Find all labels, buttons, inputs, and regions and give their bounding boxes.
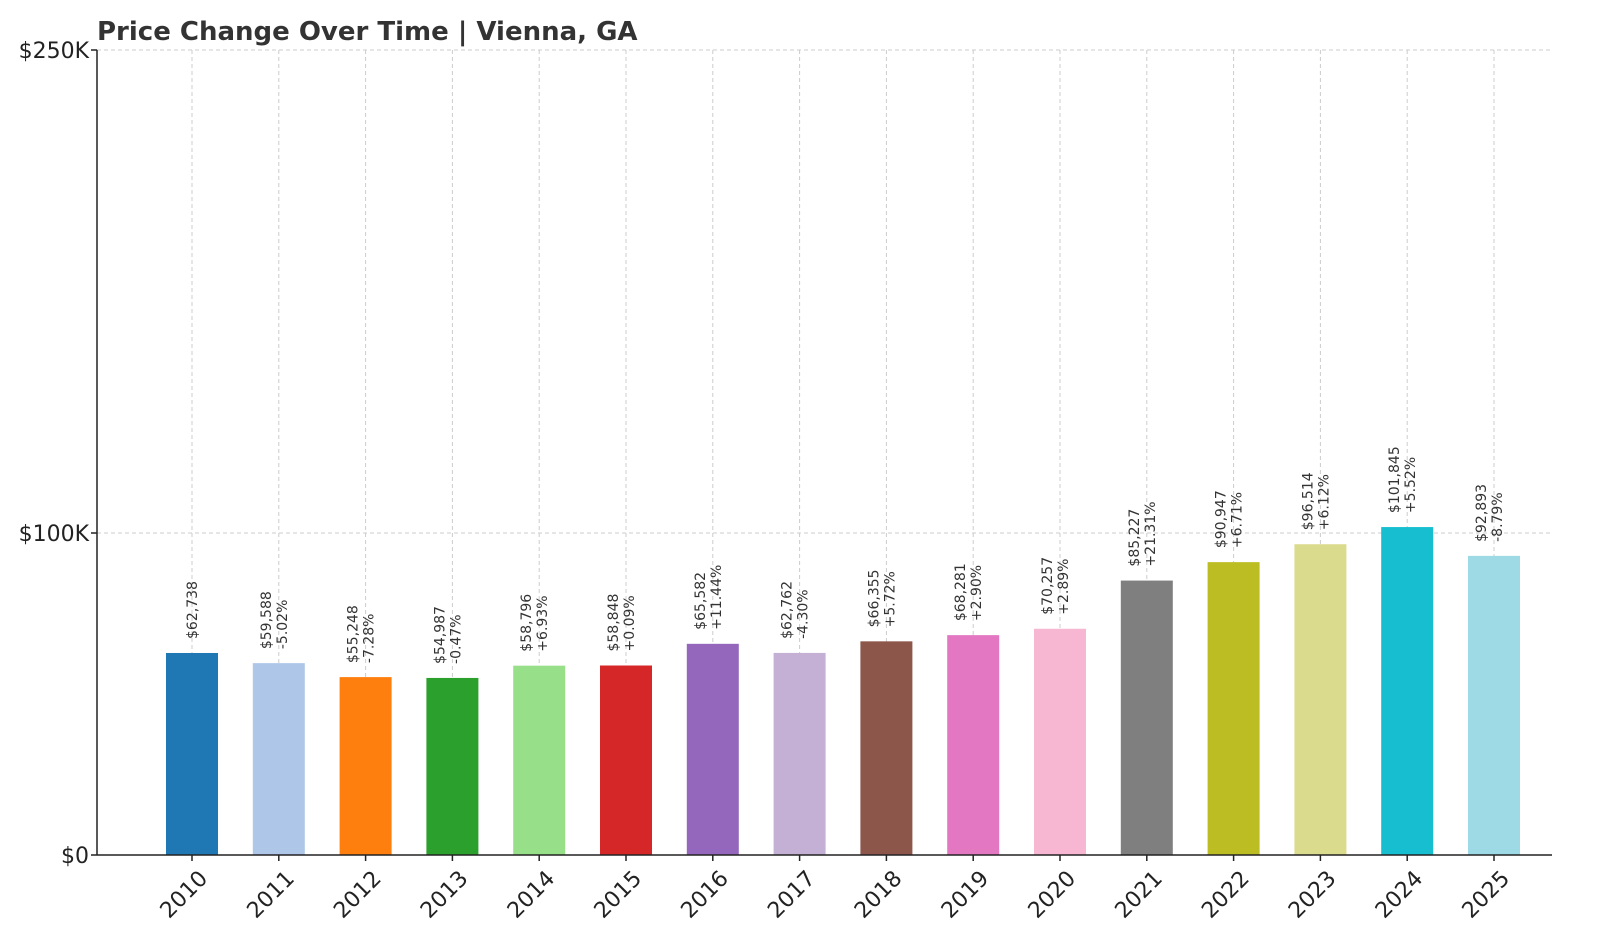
change-label: +6.93% <box>535 595 551 651</box>
y-tick-label: $0 <box>61 844 89 869</box>
value-label: $62,738 <box>185 581 201 639</box>
value-label: $101,845 <box>1387 446 1403 513</box>
y-tick-label: $100K <box>19 522 90 547</box>
bar-2018 <box>860 641 913 855</box>
change-label: +11.44% <box>709 565 725 630</box>
value-label: $68,281 <box>953 563 969 621</box>
change-label: +6.71% <box>1230 492 1246 548</box>
change-label: +2.89% <box>1056 559 1072 615</box>
value-label: $58,848 <box>606 594 622 652</box>
bar-2019 <box>947 635 1000 855</box>
bar-2020 <box>1034 628 1086 855</box>
bar-2013 <box>426 677 479 855</box>
grid-layer <box>97 49 1552 855</box>
bar-2021 <box>1120 580 1173 855</box>
data-labels-layer: $62,738 $59,588 -5.02% $55,248 -7.28% $54,987… <box>185 446 1506 664</box>
x-tick-label: 2016 <box>677 866 734 923</box>
value-label: $90,947 <box>1214 490 1230 548</box>
bar-2015 <box>600 665 652 855</box>
change-label: +6.12% <box>1316 474 1332 530</box>
x-axis-ticks: 2010 2011 2012 2013 2014 2015 2016 2017 2018 2019… <box>156 855 1515 924</box>
value-label: $96,514 <box>1300 472 1316 530</box>
bar-2014 <box>513 665 566 855</box>
x-tick-label: 2015 <box>590 866 647 923</box>
x-tick-label: 2024 <box>1371 866 1428 923</box>
change-label: -8.79% <box>1490 492 1506 542</box>
x-tick-label: 2023 <box>1284 866 1341 923</box>
value-label: $54,987 <box>432 606 448 664</box>
value-label: $55,248 <box>346 605 362 663</box>
value-label: $92,893 <box>1474 484 1490 542</box>
bar-2010 <box>166 652 218 855</box>
x-tick-label: 2011 <box>243 866 300 923</box>
x-tick-label: 2013 <box>416 866 473 923</box>
bar-2025 <box>1468 555 1520 855</box>
bar-2022 <box>1207 562 1260 855</box>
bar-2017 <box>773 652 826 855</box>
x-tick-label: 2019 <box>937 866 994 923</box>
x-tick-label: 2025 <box>1458 866 1515 923</box>
x-tick-label: 2018 <box>850 866 907 923</box>
change-label: -4.30% <box>796 589 812 639</box>
bar-2024 <box>1381 527 1434 855</box>
value-label: $62,762 <box>780 581 796 639</box>
bar-2011 <box>252 663 305 855</box>
x-tick-label: 2017 <box>763 866 820 923</box>
y-axis-ticks: $0 $100K $250K <box>19 39 97 869</box>
change-label: -7.28% <box>362 614 378 664</box>
x-tick-label: 2020 <box>1024 866 1081 923</box>
value-label: $70,257 <box>1040 557 1056 615</box>
value-label: $66,355 <box>866 569 882 627</box>
value-label: $58,796 <box>519 594 535 652</box>
change-label: -0.47% <box>448 614 464 664</box>
change-label: -5.02% <box>275 600 291 650</box>
y-tick-label: $250K <box>19 39 90 64</box>
x-tick-label: 2014 <box>503 866 560 923</box>
value-label: $65,582 <box>693 572 709 630</box>
bars-layer <box>166 527 1520 855</box>
change-label: +21.31% <box>1143 501 1159 566</box>
change-label: +5.72% <box>882 571 898 627</box>
x-tick-label: 2022 <box>1197 866 1254 923</box>
axes-layer <box>96 50 1552 856</box>
value-label: $85,227 <box>1127 509 1143 567</box>
bar-2012 <box>339 677 392 855</box>
x-tick-label: 2012 <box>329 866 386 923</box>
bar-2023 <box>1294 544 1347 855</box>
change-label: +2.90% <box>969 565 985 621</box>
x-tick-label: 2021 <box>1111 866 1168 923</box>
bar-2016 <box>686 643 739 855</box>
x-tick-label: 2010 <box>156 866 213 923</box>
change-label: +5.52% <box>1403 457 1419 513</box>
chart-title: Price Change Over Time | Vienna, GA <box>97 17 638 47</box>
change-label: +0.09% <box>622 595 638 651</box>
value-label: $59,588 <box>259 591 275 649</box>
